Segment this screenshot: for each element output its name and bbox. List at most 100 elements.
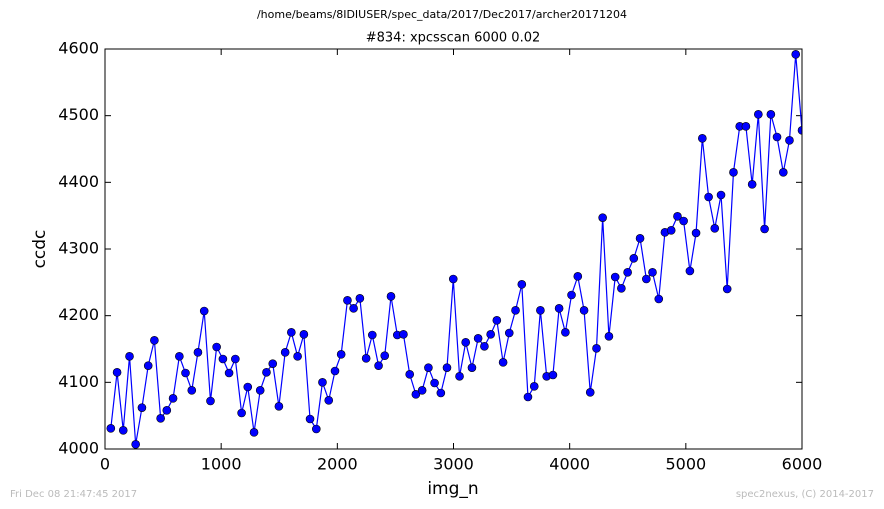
data-point [231, 354, 240, 364]
data-point [386, 292, 396, 301]
y-tick-label: 4100 [58, 372, 99, 391]
data-point [567, 290, 576, 300]
data-point [666, 226, 676, 235]
data-point [299, 330, 309, 339]
data-point [168, 394, 178, 403]
data-point [635, 234, 645, 243]
data-point [598, 213, 607, 222]
data-point [280, 348, 290, 357]
data-point [629, 254, 639, 263]
data-point [604, 332, 614, 341]
data-point [642, 274, 651, 284]
data-point [554, 304, 564, 313]
data-point [175, 352, 184, 361]
x-tick-label: 4000 [549, 455, 590, 474]
data-point [287, 328, 296, 337]
data-point [778, 168, 788, 177]
chart-title: #834: xpcsscan 6000 0.02 [366, 31, 541, 46]
data-point [729, 168, 738, 177]
data-point [318, 378, 327, 387]
data-point [380, 351, 390, 360]
data-point [623, 268, 632, 277]
data-point [716, 190, 726, 200]
y-axis-label: ccdc [30, 230, 50, 269]
data-point [293, 352, 302, 361]
data-point [218, 354, 228, 364]
data-point [797, 126, 802, 135]
data-point [448, 274, 458, 284]
data-point [349, 304, 358, 313]
data-point [255, 386, 265, 395]
data-point [492, 316, 502, 325]
data-point [367, 330, 377, 340]
data-point [206, 396, 215, 406]
y-tick-label: 4000 [58, 439, 99, 458]
y-tick-label: 4300 [58, 239, 99, 258]
x-tick-label: 0 [100, 455, 110, 474]
x-tick-label: 3000 [433, 455, 474, 474]
x-tick-label: 6000 [782, 455, 823, 474]
data-point [791, 50, 801, 59]
data-point [610, 272, 620, 282]
data-point [162, 406, 172, 415]
data-point [199, 306, 209, 316]
y-tick-label: 4200 [58, 305, 99, 324]
data-point [704, 192, 713, 202]
data-point [156, 414, 165, 423]
data-point [722, 284, 732, 294]
data-point [324, 396, 334, 405]
data-point [268, 359, 278, 368]
plot-area [106, 50, 802, 449]
data-point [374, 361, 383, 370]
data-point [772, 132, 782, 142]
data-point [361, 354, 371, 363]
data-point [741, 122, 751, 131]
data-point [754, 110, 763, 119]
data-point [760, 224, 769, 234]
data-point [137, 403, 147, 412]
data-point [529, 382, 539, 391]
data-point [150, 336, 159, 345]
data-point [648, 268, 657, 277]
data-point [673, 212, 682, 221]
data-point [143, 361, 153, 370]
y-tick-label: 4400 [58, 172, 99, 191]
footer-left: Fri Dec 08 21:47:45 2017 [10, 489, 137, 500]
data-point [473, 334, 483, 343]
data-point [187, 386, 197, 395]
data-point [486, 330, 495, 339]
data-point [617, 284, 626, 293]
data-point [455, 372, 464, 381]
data-point [224, 368, 234, 378]
data-point [125, 352, 134, 361]
plot-frame [104, 48, 803, 450]
data-point [274, 402, 284, 411]
data-point [698, 134, 707, 143]
x-tick-label: 5000 [665, 455, 706, 474]
data-point [106, 424, 116, 433]
data-point [411, 390, 421, 399]
data-point [424, 363, 433, 372]
data-point [654, 294, 664, 304]
data-point [430, 378, 439, 388]
data-point [355, 294, 365, 303]
data-point [436, 388, 446, 398]
data-point [249, 428, 259, 437]
data-point [536, 306, 545, 315]
data-point [548, 370, 558, 380]
data-point [330, 366, 340, 376]
data-point [467, 363, 477, 372]
data-point [343, 296, 352, 305]
data-point [747, 180, 757, 189]
x-tick-label: 1000 [201, 455, 242, 474]
data-point [336, 350, 346, 359]
data-point [579, 306, 589, 315]
suptitle: /home/beams/8IDIUSER/spec_data/2017/Dec2… [257, 8, 627, 21]
y-tick-label: 4500 [58, 105, 99, 124]
data-point [305, 414, 315, 424]
data-point [112, 368, 122, 377]
data-point [405, 370, 415, 379]
data-point [118, 426, 128, 435]
x-axis-label: img_n [427, 479, 478, 499]
